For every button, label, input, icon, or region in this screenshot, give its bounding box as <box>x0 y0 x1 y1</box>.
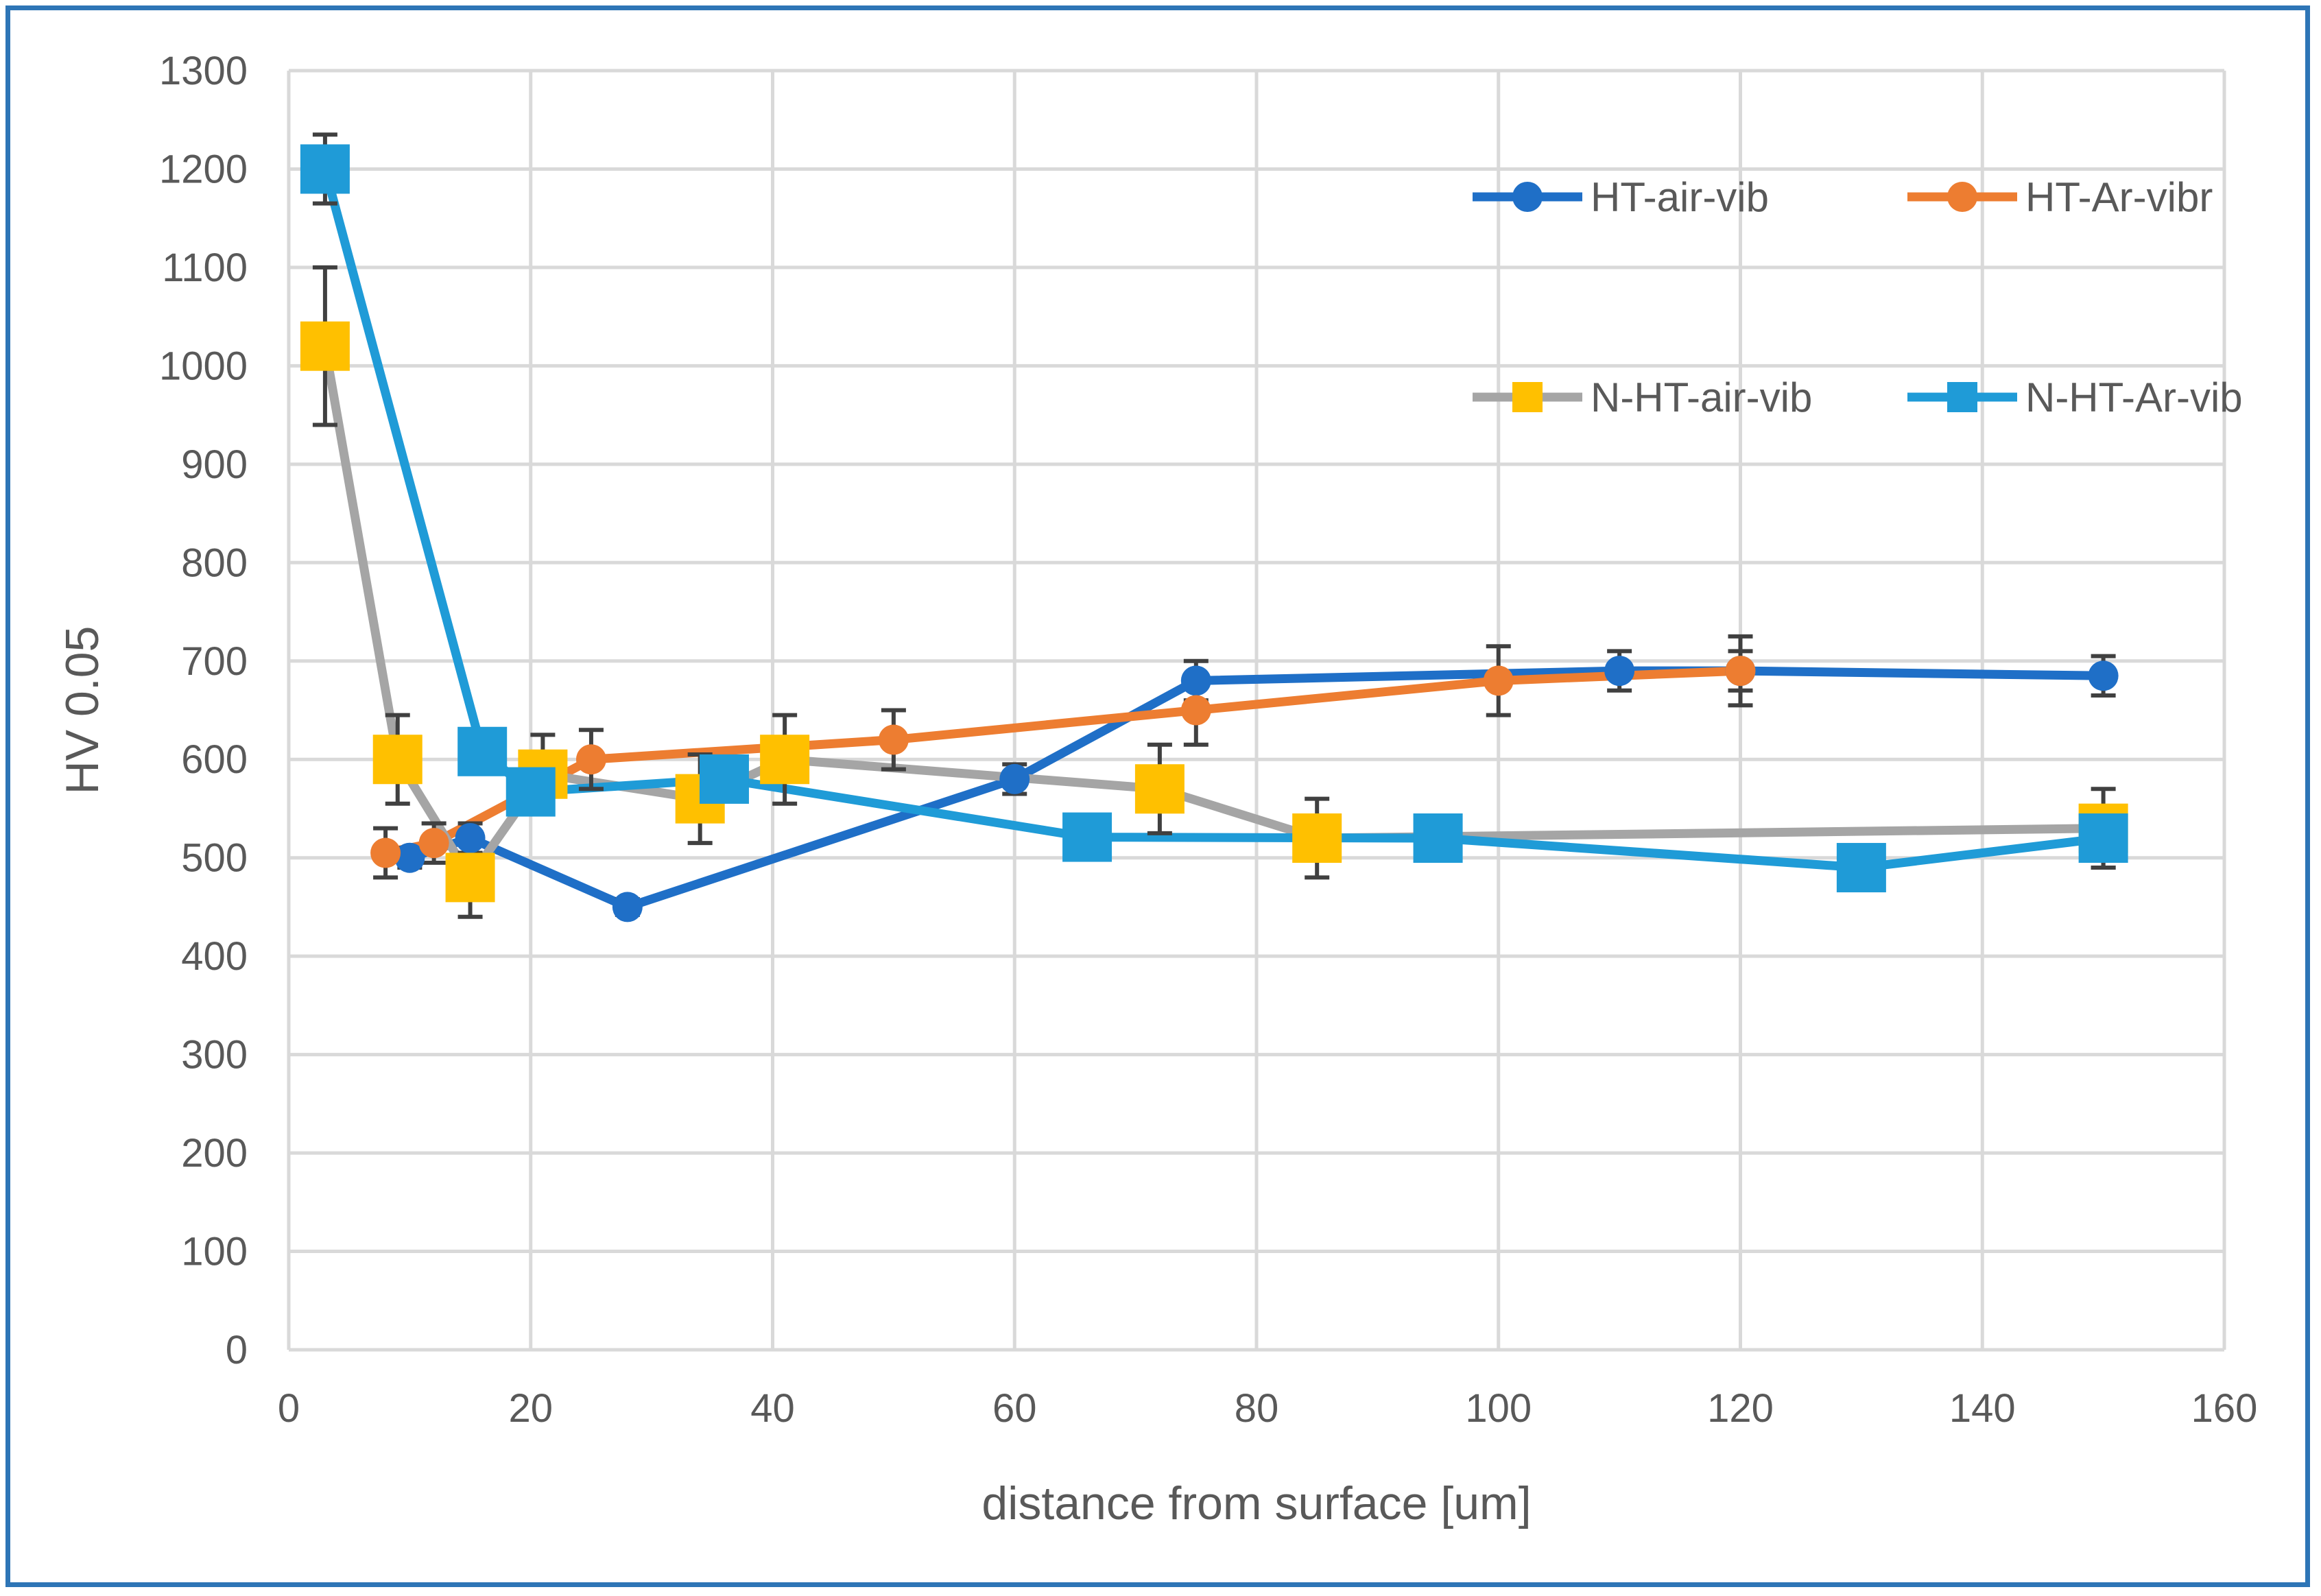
axes: 0100200300400500600700800900100011001200… <box>159 49 2257 1431</box>
data-point <box>418 828 449 859</box>
series-2 <box>320 345 2104 882</box>
legend-label: N-HT-air-vib <box>1591 374 1812 420</box>
data-point <box>1180 665 1211 696</box>
data-point <box>1062 812 1112 862</box>
data-point <box>445 853 495 903</box>
x-tick-label: 160 <box>2191 1386 2258 1431</box>
data-point <box>2078 813 2128 863</box>
data-point <box>575 744 606 775</box>
legend-swatch-marker <box>1947 182 1977 212</box>
chart-frame: 0 100 200 300 400 500 600 700 800 900 1000 1100 1200… <box>5 5 2310 1587</box>
legend-swatch-marker <box>1947 382 1977 412</box>
data-point <box>394 842 425 873</box>
data-point <box>370 837 401 868</box>
x-tick-label: 40 <box>750 1386 795 1431</box>
legend-item-2: N-HT-air-vib <box>1473 374 1812 420</box>
legend-label: HT-Ar-vibr <box>2025 174 2213 220</box>
legend-item-3: N-HT-Ar-vib <box>1907 374 2243 420</box>
y-axis-title: HV 0.05 <box>56 626 108 795</box>
data-point <box>372 735 422 785</box>
legend-item-1: HT-Ar-vibr <box>1907 174 2213 220</box>
y-tick-label: 600 <box>181 737 248 782</box>
y-tick-label: 1100 <box>162 246 248 290</box>
y-tick-label: 500 <box>181 836 248 881</box>
y-tick-label: 400 <box>181 934 248 979</box>
data-point <box>1292 813 1342 863</box>
legend-item-0: HT-air-vib <box>1473 174 1769 220</box>
y-tick-label: 200 <box>181 1131 248 1176</box>
legend-swatch-marker <box>1512 382 1543 412</box>
series-layer <box>300 132 2128 922</box>
y-tick-label: 1000 <box>159 344 248 388</box>
x-tick-label: 100 <box>1465 1386 1532 1431</box>
chart-canvas: 0100200300400500600700800900100011001200… <box>56 49 2257 1529</box>
y-tick-label: 1200 <box>159 147 248 191</box>
series-line <box>320 345 2104 882</box>
data-point <box>760 735 810 785</box>
data-point <box>1725 656 1756 687</box>
series-markers-0 <box>394 656 2119 922</box>
data-point <box>2088 660 2119 691</box>
legend-label: N-HT-Ar-vib <box>2025 374 2243 420</box>
data-point <box>878 724 909 755</box>
data-point <box>505 767 556 817</box>
data-point <box>1413 813 1463 863</box>
series-markers-3 <box>300 144 2128 893</box>
data-point <box>1483 665 1514 696</box>
y-tick-label: 300 <box>181 1033 248 1077</box>
data-point <box>1836 843 1886 893</box>
data-point <box>300 144 350 194</box>
y-tick-label: 100 <box>181 1230 248 1274</box>
legend-label: HT-air-vib <box>1591 174 1769 220</box>
data-point <box>455 823 486 853</box>
x-tick-label: 140 <box>1949 1386 2016 1431</box>
x-tick-label: 20 <box>508 1386 553 1431</box>
grid-lines <box>287 69 2226 1352</box>
legend: HT-air-vib HT-Ar-vibr N-HT-air-vib N-HT-Ar-… <box>1473 174 2243 420</box>
data-point <box>999 763 1030 794</box>
x-tick-label: 0 <box>278 1386 300 1431</box>
data-point <box>457 726 508 776</box>
data-point <box>300 321 350 371</box>
data-point <box>1180 695 1211 726</box>
x-tick-label: 60 <box>992 1386 1037 1431</box>
y-tick-label: 0 <box>226 1328 248 1372</box>
data-point <box>1134 764 1185 814</box>
data-point <box>1604 656 1635 687</box>
y-tick-label: 900 <box>181 442 248 487</box>
x-axis-title: distance from surface [um] <box>981 1477 1531 1529</box>
y-tick-label: 700 <box>181 639 248 684</box>
series-markers-2 <box>300 321 2128 903</box>
data-point <box>699 754 749 804</box>
y-tick-label: 1300 <box>159 49 248 93</box>
data-point <box>612 892 643 922</box>
x-tick-label: 120 <box>1707 1386 1774 1431</box>
x-tick-label: 80 <box>1235 1386 1279 1431</box>
legend-swatch-marker <box>1512 182 1543 212</box>
y-tick-label: 800 <box>181 540 248 585</box>
series-markers-1 <box>370 656 1756 868</box>
